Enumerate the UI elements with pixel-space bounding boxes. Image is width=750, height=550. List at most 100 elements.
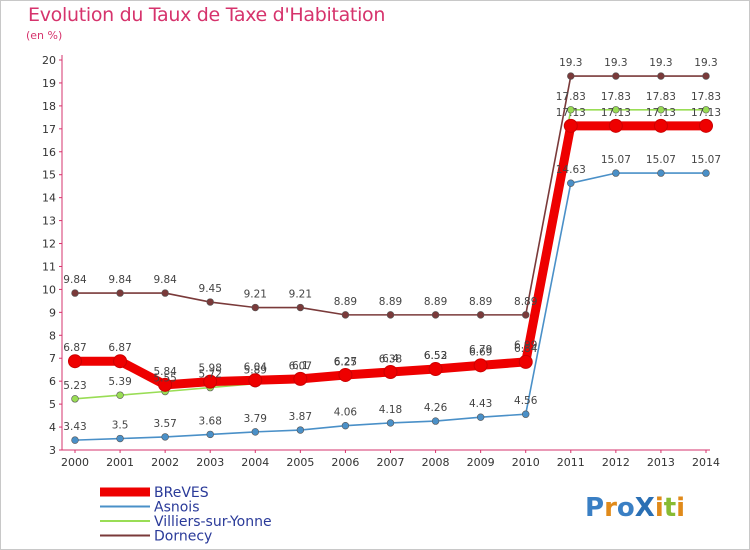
data-point-breves [68,354,82,369]
data-point-asnois [341,421,350,430]
x-tick-label: 2001 [106,456,134,469]
y-tick-label: 11 [42,260,56,273]
data-point-asnois [71,436,79,444]
x-tick-label: 2005 [286,456,314,469]
data-label-villiers-sur-yonne: 6.79 [469,344,492,356]
data-labels: 9.84 9.84 9.84 9.45 9.21 9.21 8.89 8.89 8.89 8.89… [63,57,721,433]
data-point-breves [203,374,218,389]
data-point-asnois [567,179,575,187]
x-tick-label: 2002 [151,456,179,469]
y-tick-label: 12 [42,238,56,251]
data-label-dornecy: 9.84 [108,274,132,286]
data-label-asnois: 15.07 [601,154,631,166]
data-label-breves: 6.53 [424,350,447,362]
data-point-breves [158,377,173,392]
data-point-asnois [116,434,124,443]
data-label-villiers-sur-yonne: 17.83 [601,91,631,103]
data-point-dornecy [657,72,665,80]
data-label-asnois: 3.43 [63,421,86,433]
x-tick-label: 2013 [647,456,675,469]
data-point-breves [428,362,443,377]
x-tick-label: 2006 [331,456,359,469]
series-layer [68,72,713,444]
data-label-villiers-sur-yonne: 5.89 [244,365,267,377]
data-label-asnois: 3.79 [244,413,267,425]
x-tick-label: 2007 [377,456,405,469]
data-point-villiers-sur-yonne [612,106,620,114]
data-point-breves [113,354,128,369]
data-point-breves [608,118,623,133]
data-point-dornecy [612,72,620,80]
x-tick-label: 2012 [602,456,630,469]
y-tick-label: 15 [42,169,56,182]
data-label-villiers-sur-yonne: 6.25 [334,356,357,368]
data-point-villiers-sur-yonne [657,106,665,114]
data-label-asnois: 4.26 [424,402,448,414]
data-label-dornecy: 8.89 [334,296,357,308]
data-label-villiers-sur-yonne: 6.52 [424,350,447,362]
data-point-dornecy [251,303,259,312]
data-point-breves [518,354,533,369]
data-label-villiers-sur-yonne: 17.83 [691,91,721,103]
data-label-asnois: 3.57 [153,418,176,430]
data-label-breves: 6.04 [244,361,268,373]
x-tick-label: 2000 [61,456,89,469]
legend-label-breves: BReVES [154,485,209,501]
x-tick-label: 2009 [467,456,495,469]
data-point-asnois [612,169,620,177]
data-point-asnois [522,410,530,418]
legend-label-asnois: Asnois [154,500,200,516]
legend-label-dornecy: Dornecy [154,529,212,545]
data-label-breves: 6.1 [292,360,309,372]
data-label-dornecy: 8.89 [379,296,402,308]
data-label-dornecy: 8.89 [514,296,537,308]
data-point-dornecy [161,289,169,297]
y-tick-label: 7 [49,352,56,365]
data-point-breves [383,365,398,379]
data-label-breves: 6.69 [469,346,492,358]
data-point-breves [338,367,353,382]
data-point-breves [473,358,488,373]
data-point-villiers-sur-yonne [702,106,710,114]
data-label-breves: 6.87 [108,342,131,354]
data-point-dornecy [71,289,79,297]
data-point-dornecy [386,311,395,319]
data-label-dornecy: 19.3 [559,57,582,69]
data-label-asnois: 14.63 [556,164,586,176]
y-tick-label: 10 [42,283,56,296]
y-tick-label: 20 [42,54,56,67]
data-point-breves [699,118,713,133]
data-label-dornecy: 9.84 [63,274,87,286]
data-point-villiers-sur-yonne [567,106,575,114]
svg-text:ProXiti: ProXiti [585,493,685,523]
data-point-asnois [206,430,214,439]
data-label-dornecy: 19.3 [649,57,672,69]
data-point-dornecy [702,72,710,80]
data-label-asnois: 15.07 [691,154,721,166]
data-point-breves [653,118,668,133]
data-label-asnois: 4.43 [469,398,492,410]
data-label-asnois: 15.07 [646,154,676,166]
data-point-asnois [702,169,710,177]
data-point-breves [293,371,308,386]
data-point-asnois [657,169,665,177]
y-tick-label: 13 [42,215,56,228]
x-tick-label: 2004 [241,456,269,469]
data-label-villiers-sur-yonne: 6.07 [289,361,312,373]
data-label-dornecy: 9.84 [153,274,177,286]
data-point-dornecy [522,311,530,319]
chart-title: Evolution du Taux de Taxe d'Habitation [28,4,386,26]
data-label-breves: 6.27 [334,356,357,368]
data-point-villiers-sur-yonne [116,391,124,399]
data-point-asnois [296,426,305,434]
legend-label-villiers-sur-yonne: Villiers-sur-Yonne [154,514,272,530]
data-label-villiers-sur-yonne: 5.55 [153,373,176,385]
data-point-breves [248,373,263,388]
data-point-dornecy [431,311,440,319]
y-tick-label: 17 [42,123,56,136]
data-label-breves: 5.98 [199,363,222,375]
data-label-villiers-sur-yonne: 5.72 [199,369,222,381]
data-label-breves: 6.84 [514,343,538,355]
